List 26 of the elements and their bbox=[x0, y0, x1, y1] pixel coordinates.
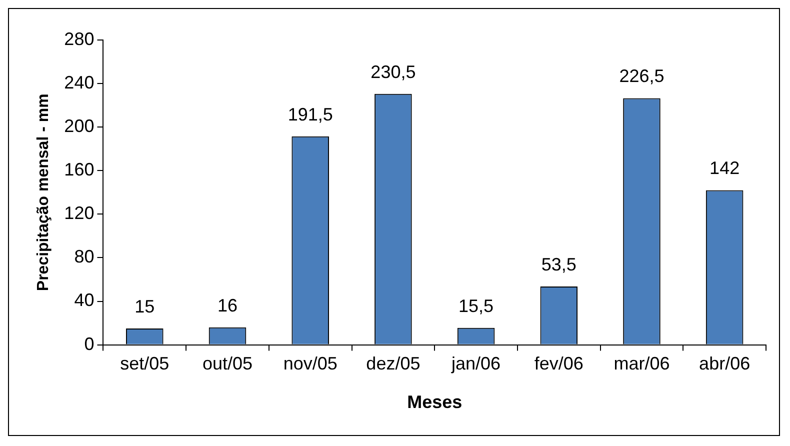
x-tick-label: set/05 bbox=[120, 354, 170, 374]
data-label: 226,5 bbox=[619, 66, 664, 86]
data-label: 16 bbox=[217, 295, 238, 316]
x-tick-label: jan/06 bbox=[450, 354, 501, 374]
y-tick-label: 120 bbox=[64, 203, 94, 224]
y-tick-label: 280 bbox=[64, 28, 94, 49]
x-tick-label: abr/06 bbox=[699, 354, 750, 374]
y-tick-label: 240 bbox=[64, 72, 94, 93]
data-label: 191,5 bbox=[288, 104, 333, 124]
y-tick-label: 160 bbox=[64, 160, 94, 180]
x-tick-label: out/05 bbox=[202, 354, 253, 374]
y-tick-label: 40 bbox=[74, 290, 94, 310]
x-axis-title: Meses bbox=[407, 392, 462, 412]
x-tick-label: dez/05 bbox=[366, 354, 420, 374]
data-label: 230,5 bbox=[370, 62, 416, 82]
y-tick-label: 80 bbox=[74, 246, 94, 267]
data-label: 15 bbox=[134, 296, 155, 316]
x-tick-label: fev/06 bbox=[534, 354, 584, 374]
y-axis-title: Precipitação mensal - mm bbox=[35, 94, 52, 292]
data-label: 53,5 bbox=[541, 254, 576, 275]
x-tick-label: nov/05 bbox=[283, 354, 338, 374]
x-tick-label: mar/06 bbox=[614, 354, 670, 374]
y-tick-label: 200 bbox=[64, 116, 94, 136]
y-tick-label: 0 bbox=[84, 334, 94, 354]
data-label: 142 bbox=[710, 158, 740, 178]
data-label: 15,5 bbox=[458, 296, 494, 316]
